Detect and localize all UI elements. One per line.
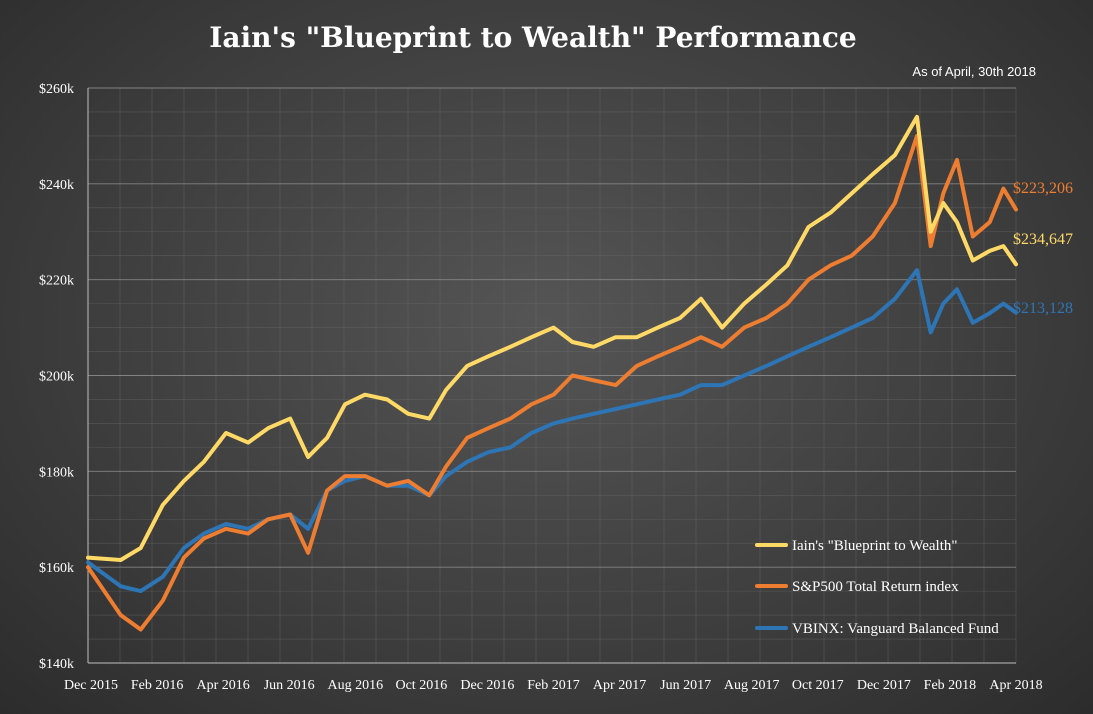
x-tick-label: Apr 2017 [593,678,646,693]
end-value-label: $234,647 [1013,231,1073,248]
x-tick-label: Aug 2017 [724,678,780,693]
legend-label: S&P500 Total Return index [792,579,959,595]
y-tick-label: $160k [39,561,74,576]
x-tick-label: Jun 2017 [660,678,711,693]
x-tick-label: Apr 2018 [989,678,1042,693]
y-tick-label: $220k [39,274,74,289]
x-tick-label: Dec 2016 [460,678,514,693]
series-line-2 [86,133,1018,632]
x-tick-label: Feb 2017 [527,678,580,693]
y-tick-label: $180k [39,465,74,480]
legend-label: Iain's "Blueprint to Wealth" [792,538,958,554]
x-tick-label: Dec 2015 [64,678,118,693]
end-value-label: $213,128 [1013,300,1073,317]
y-tick-label: $200k [39,370,74,385]
legend-label: VBINX: Vanguard Balanced Fund [792,621,999,637]
end-value-label: $223,206 [1013,180,1073,197]
end-labels: $223,206 $234,647 $213,128 [1013,180,1073,317]
x-tick-label: Dec 2017 [857,678,911,693]
x-tick-label: Aug 2016 [327,678,383,693]
x-tick-label: Feb 2016 [131,678,184,693]
y-tick-label: $240k [39,178,74,193]
x-tick-label: Feb 2018 [924,678,977,693]
y-tick-label: $260k [39,82,74,97]
x-tick-label: Apr 2016 [197,678,250,693]
y-tick-label: $140k [39,657,74,672]
x-tick-label: Oct 2017 [792,678,844,693]
y-axis: $140k $160k $180k $200k $220k $240k $260k [39,82,74,672]
grid [87,87,1017,664]
chart-title: Iain's "Blueprint to Wealth" Performance [209,21,856,54]
chart-subtitle: As of April, 30th 2018 [912,64,1036,79]
x-axis: Dec 2015 Feb 2016 Apr 2016 Jun 2016 Aug 2016… [64,678,1043,693]
legend: Iain's "Blueprint to Wealth" S&P500 Total… [755,538,999,637]
x-tick-label: Jun 2016 [264,678,315,693]
series-lines [86,114,1018,632]
series-line-1 [86,114,1018,562]
x-tick-label: Oct 2016 [395,678,447,693]
